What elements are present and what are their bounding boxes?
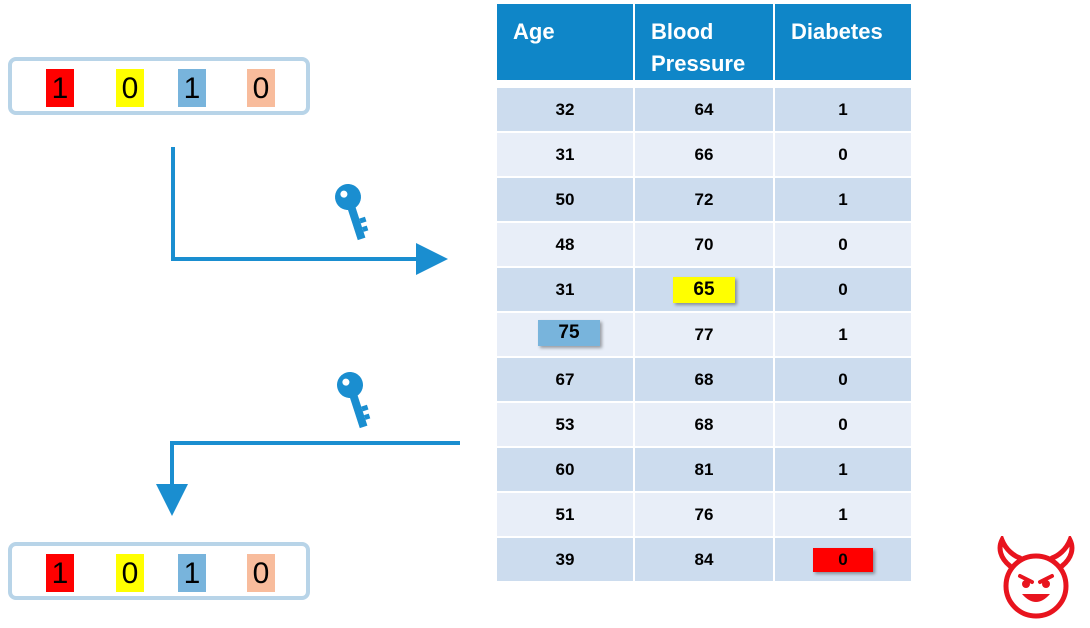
data-table: Age Blood Pressure Diabetes 32 64 1 31 6…: [495, 4, 913, 583]
header-blood-pressure: Blood Pressure: [635, 4, 773, 80]
bit-1: 1: [46, 554, 74, 592]
age-cell: 50: [497, 178, 633, 223]
bp-cell: 66: [635, 133, 773, 178]
diabetes-cell: 1: [775, 313, 911, 358]
table-row: 48 70 0: [497, 223, 911, 268]
highlighted-age-value: 75: [538, 319, 600, 346]
bp-cell: 77: [635, 313, 773, 358]
table-header-row: Age Blood Pressure Diabetes: [497, 4, 911, 80]
diabetes-cell: 1: [775, 448, 911, 493]
bit-1: 1: [46, 69, 74, 107]
diabetes-cell: 0: [775, 223, 911, 268]
age-cell: 39: [497, 538, 633, 583]
diabetes-cell: 0: [775, 268, 911, 313]
bp-cell: 65: [635, 268, 773, 313]
diabetes-cell: 1: [775, 493, 911, 538]
bp-cell: 72: [635, 178, 773, 223]
bp-cell: 68: [635, 403, 773, 448]
header-age: Age: [497, 4, 633, 80]
table-row: 75 77 1: [497, 313, 911, 358]
diabetes-cell: 0: [775, 358, 911, 403]
bit-2: 0: [116, 554, 144, 592]
embed-arrow: [171, 147, 448, 275]
age-cell: 51: [497, 493, 633, 538]
bit-4: 0: [247, 554, 275, 592]
bit-4: 0: [247, 69, 275, 107]
table-row: 67 68 0: [497, 358, 911, 403]
table-row: 31 65 0: [497, 268, 911, 313]
table-row: 39 84 0: [497, 538, 911, 583]
header-diabetes: Diabetes: [775, 4, 911, 80]
extract-arrow: [156, 441, 460, 516]
diabetes-cell: 0: [775, 538, 911, 583]
table-row: 50 72 1: [497, 178, 911, 223]
bp-cell: 64: [635, 88, 773, 133]
age-cell: 60: [497, 448, 633, 493]
key-icon: [337, 372, 371, 429]
bp-cell: 76: [635, 493, 773, 538]
bit-3: 1: [178, 69, 206, 107]
table-row: 32 64 1: [497, 88, 911, 133]
top-bit-sequence: 1 0 1 0: [8, 57, 310, 115]
diabetes-cell: 1: [775, 88, 911, 133]
bp-cell: 70: [635, 223, 773, 268]
age-cell: 67: [497, 358, 633, 403]
age-cell: 48: [497, 223, 633, 268]
bottom-bit-sequence: 1 0 1 0: [8, 542, 310, 600]
age-cell: 31: [497, 133, 633, 178]
table-row: 53 68 0: [497, 403, 911, 448]
age-cell: 75: [497, 313, 633, 358]
diabetes-cell: 1: [775, 178, 911, 223]
age-cell: 31: [497, 268, 633, 313]
age-cell: 53: [497, 403, 633, 448]
highlighted-diabetes-value: 0: [813, 547, 873, 572]
age-cell: 32: [497, 88, 633, 133]
devil-face-icon: [997, 536, 1075, 619]
bit-2: 0: [116, 69, 144, 107]
highlighted-bp-value: 65: [673, 276, 735, 303]
table-row: 51 76 1: [497, 493, 911, 538]
diabetes-cell: 0: [775, 133, 911, 178]
key-icon: [335, 184, 369, 241]
bp-cell: 84: [635, 538, 773, 583]
bp-cell: 81: [635, 448, 773, 493]
bit-3: 1: [178, 554, 206, 592]
bp-cell: 68: [635, 358, 773, 403]
table-row: 60 81 1: [497, 448, 911, 493]
table-row: 31 66 0: [497, 133, 911, 178]
diabetes-cell: 0: [775, 403, 911, 448]
